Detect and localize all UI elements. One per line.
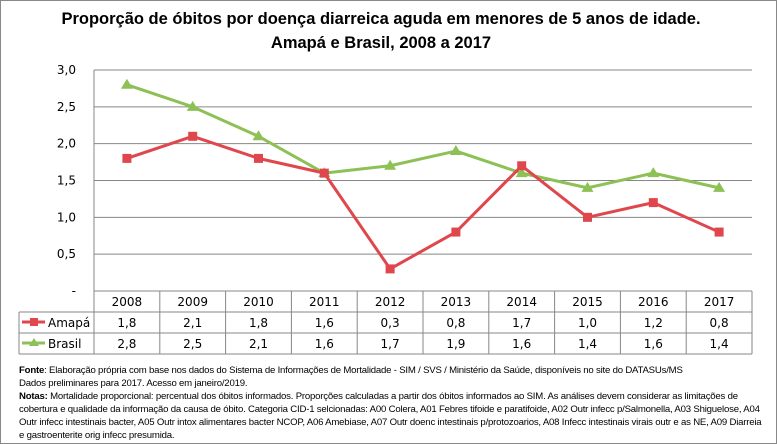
x-tick-label: 2011 (309, 295, 340, 309)
table-cell: 1,2 (644, 316, 663, 330)
data-point-Amapá (451, 227, 461, 237)
x-tick-label: 2012 (375, 295, 406, 309)
x-tick-label: 2013 (441, 295, 472, 309)
x-tick-label: 2014 (506, 295, 537, 309)
fonte-line2: Dados preliminares para 2017. Acesso em … (19, 378, 248, 389)
table-cell: 1,4 (710, 337, 729, 351)
table-cell: 2,5 (183, 337, 202, 351)
y-tick-label: 2,0 (57, 137, 76, 151)
fonte-text: : Elaboração própria com base nos dados … (44, 365, 683, 376)
data-point-Brasil (384, 159, 397, 170)
table-cell: 1,8 (117, 316, 136, 330)
data-point-Brasil (581, 181, 594, 192)
data-point-Brasil (186, 100, 199, 111)
table-cell: 2,1 (183, 316, 202, 330)
data-point-Amapá (122, 153, 132, 163)
y-tick-label: - (72, 284, 76, 298)
data-point-Brasil (647, 167, 660, 178)
y-tick-label: 3,0 (57, 63, 76, 77)
chart-svg: - 0,5 1,0 1,5 2,0 2,5 3,0 2008 2009 2010 2011 2012 2… (18, 63, 753, 355)
table-cell: 2,8 (117, 337, 136, 351)
legend-label: Brasil (48, 337, 81, 351)
table-cell: 1,4 (578, 337, 597, 351)
data-point-Amapá (188, 131, 198, 141)
x-tick-label: 2008 (112, 295, 143, 309)
table-cell: 0,8 (710, 316, 729, 330)
table-cell: 1,7 (381, 337, 400, 351)
data-point-Brasil (515, 167, 528, 178)
series-line-Amapá (126, 134, 720, 271)
series-line-Brasil (126, 83, 720, 190)
table-cell: 1,0 (578, 316, 597, 330)
table-cell: 1,9 (446, 337, 465, 351)
table-cell: 0,8 (446, 316, 465, 330)
data-point-Amapá (517, 161, 527, 171)
x-tick-label: 2010 (243, 295, 274, 309)
x-tick-label: 2009 (177, 295, 208, 309)
table-cell: 1,6 (315, 337, 334, 351)
chart-notes: Fonte: Elaboração própria com base nos d… (19, 364, 769, 442)
data-point-Brasil (120, 78, 133, 89)
data-point-Brasil (252, 130, 265, 141)
table-cell: 1,6 (315, 316, 334, 330)
table-cell: 1,6 (644, 337, 663, 351)
notas-label: Notas: (19, 391, 48, 402)
table-cell: 0,3 (381, 316, 400, 330)
data-point-Amapá (714, 227, 724, 237)
y-tick-label: 0,5 (57, 247, 76, 261)
x-tick-label: 2015 (572, 295, 603, 309)
legend-label: Amapá (48, 316, 90, 330)
fonte-label: Fonte (19, 365, 45, 376)
table-cell: 1,6 (512, 337, 531, 351)
y-tick-label: 1,5 (57, 174, 76, 188)
x-tick-label: 2017 (704, 295, 735, 309)
y-tick-label: 2,5 (57, 100, 76, 114)
legend-marker-Brasil (29, 338, 39, 346)
table-cell: 1,8 (249, 316, 268, 330)
chart-title: Proporção de óbitos por doença diarreica… (61, 10, 701, 52)
data-point-Brasil (449, 145, 462, 156)
x-tick-label: 2016 (638, 295, 669, 309)
table-cell: 1,7 (512, 316, 531, 330)
table-cell: 2,1 (249, 337, 268, 351)
data-point-Amapá (385, 264, 395, 274)
data-point-Brasil (713, 181, 726, 192)
data-point-Amapá (254, 153, 263, 163)
legend-marker-Amapá (30, 318, 38, 326)
data-point-Amapá (319, 168, 329, 178)
notas-text: Mortalidade proporcional: percentual dos… (19, 391, 762, 441)
y-tick-label: 1,0 (57, 210, 76, 224)
data-point-Amapá (648, 198, 658, 208)
data-point-Amapá (583, 212, 592, 222)
